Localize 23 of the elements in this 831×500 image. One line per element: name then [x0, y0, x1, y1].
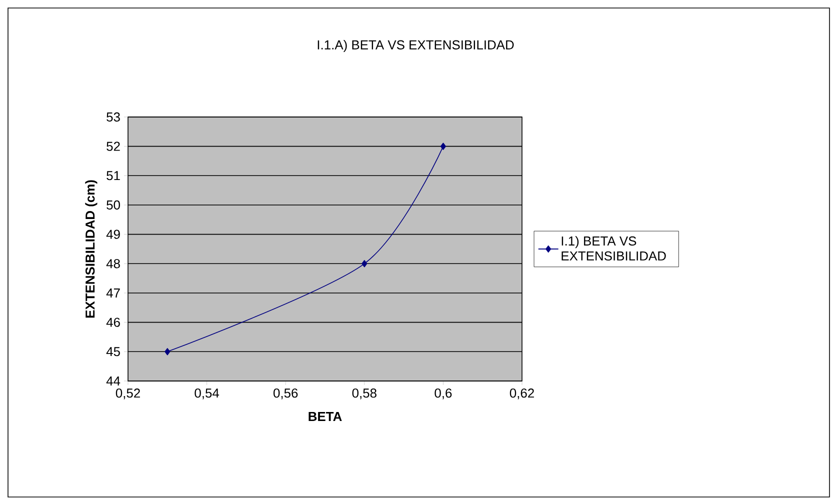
x-tick-label: 0,62: [510, 388, 534, 400]
point: [362, 260, 368, 268]
x-tick-label: 0,58: [352, 388, 376, 400]
y-tick-label: 52: [106, 142, 120, 151]
chart-title: I.1.A) BETA VS EXTENSIBILIDAD: [318, 40, 514, 52]
y-tick-label: 46: [106, 318, 120, 327]
y-tick-label: 51: [106, 171, 120, 180]
legend-label: I.1) BETA VS EXTENSIBILIDAD: [562, 236, 666, 261]
y-tick-label: 47: [106, 288, 120, 298]
y-tick-label: 45: [106, 347, 120, 356]
y-tick-label: 50: [106, 200, 120, 210]
y-tick-label: 49: [106, 230, 120, 239]
y-tick-label: 48: [106, 259, 120, 268]
x-tick-label: 0,54: [194, 388, 220, 400]
point: [440, 142, 446, 150]
x-axis-title: BETA: [308, 412, 342, 421]
point: [164, 348, 170, 356]
x-tick-label: 0,52: [116, 388, 140, 400]
y-tick-label: 44: [106, 376, 120, 386]
x-tick-label: 0,6: [434, 388, 452, 400]
y-axis-title: EXTENSIBILIDAD (cm): [85, 180, 98, 318]
y-tick-label: 53: [106, 112, 120, 122]
x-tick-label: 0,56: [274, 388, 298, 400]
